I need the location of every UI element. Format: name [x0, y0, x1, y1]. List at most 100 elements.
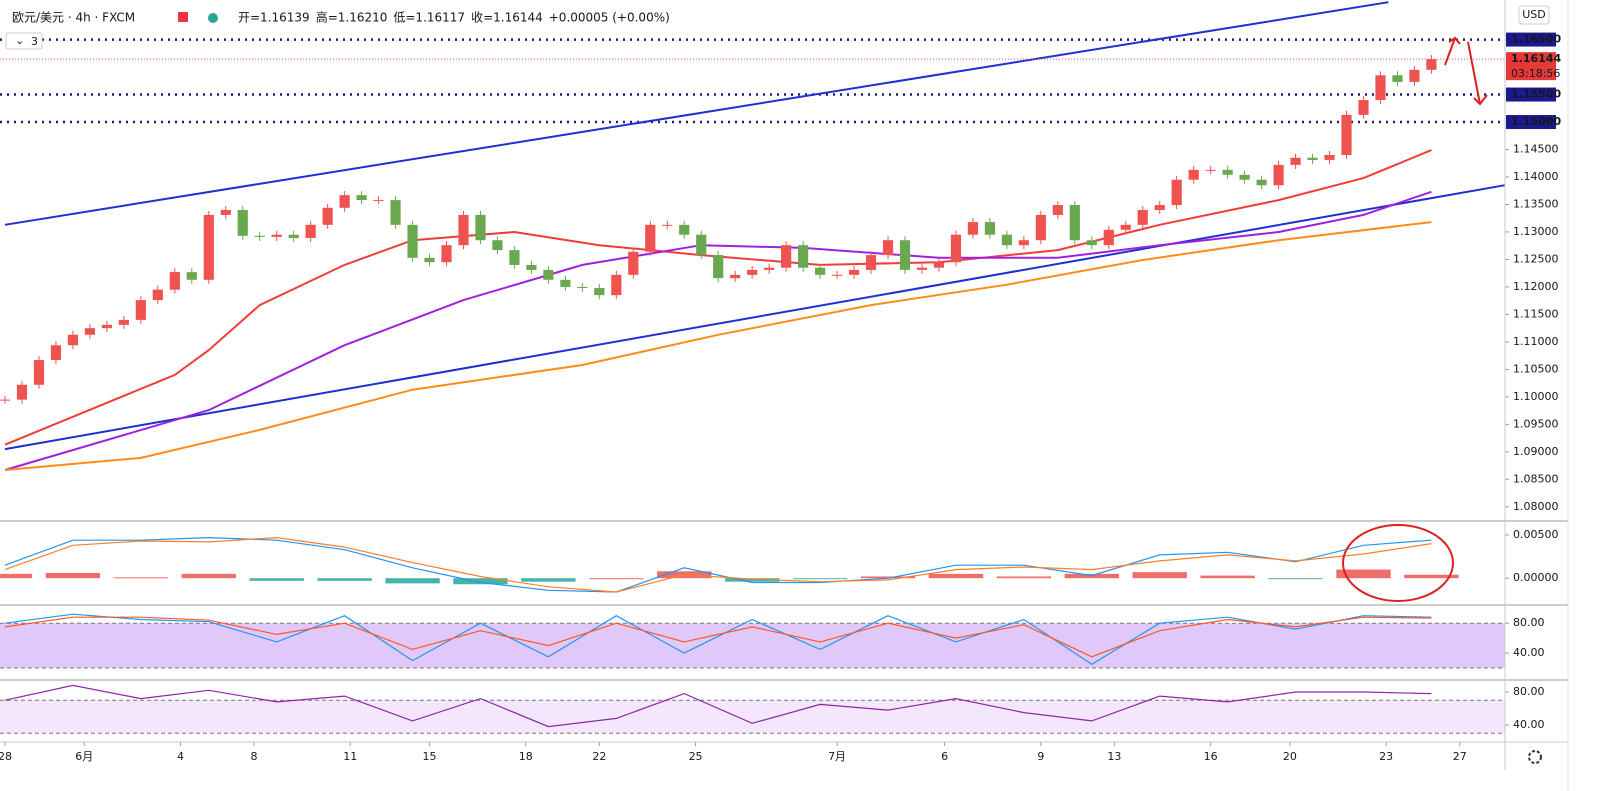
candle-body — [101, 324, 112, 329]
histogram-bar — [1132, 572, 1187, 579]
x-tick-label: 6 — [941, 750, 948, 763]
candle-body — [67, 334, 79, 346]
x-tick-label: 27 — [1453, 750, 1467, 763]
annotation-arrows — [1444, 36, 1488, 106]
candle-body — [1392, 75, 1403, 82]
y-tick-label: 1.12500 — [1513, 252, 1559, 265]
x-tick-label: 4 — [177, 750, 184, 763]
candle-body — [611, 274, 622, 296]
y-tick-label: 1.09000 — [1513, 445, 1559, 458]
trendline — [4, 184, 1506, 451]
candle-body — [865, 255, 877, 270]
y-tick-label: 1.09500 — [1513, 417, 1559, 430]
candle-body — [798, 245, 809, 268]
y-tick-label: 80.00 — [1513, 616, 1545, 629]
candle-body — [1086, 240, 1097, 246]
candle-body — [628, 251, 639, 275]
candle-body — [441, 245, 452, 263]
level-label: 1.16500 — [1511, 33, 1561, 46]
histogram-bar — [996, 576, 1052, 579]
candle-body — [747, 269, 758, 275]
candle-body — [288, 234, 299, 239]
candle-body — [186, 272, 197, 280]
candle-body — [203, 214, 214, 280]
x-tick-label: 20 — [1283, 750, 1297, 763]
moving-average — [4, 221, 1432, 471]
candle-body — [1222, 169, 1233, 175]
candle-body — [50, 345, 62, 361]
candle-body — [271, 234, 282, 237]
candle-body — [305, 224, 316, 239]
candle-body — [16, 384, 28, 400]
currency[interactable]: USD — [1522, 8, 1546, 21]
symbol-title[interactable]: 欧元/美元 · 4h · FXCM — [12, 11, 135, 25]
candle-body — [1273, 164, 1284, 186]
ohlc-value: +0.00005 (+0.00%) — [549, 11, 670, 25]
histogram-bar — [1336, 569, 1391, 579]
candle-body — [0, 399, 11, 401]
candle-body — [1171, 179, 1182, 206]
candle-body — [1307, 157, 1318, 160]
candle-body — [815, 267, 826, 275]
histogram-bar — [1268, 578, 1323, 580]
indicator-toggle[interactable] — [5, 32, 43, 50]
histogram-bar — [928, 573, 984, 579]
histogram-bar — [0, 573, 33, 579]
candle-body — [1426, 59, 1437, 70]
x-tick-label: 22 — [592, 750, 606, 763]
candle-body — [1290, 157, 1301, 165]
candle-body — [1137, 209, 1148, 225]
last-price-box — [1506, 52, 1556, 81]
histogram-bar — [1404, 574, 1459, 579]
candle-body — [492, 240, 503, 251]
level-label-box — [1506, 115, 1556, 130]
candle-body — [1120, 224, 1131, 230]
candle-body — [1018, 240, 1029, 246]
candle-body — [696, 234, 707, 256]
candle-body — [594, 288, 605, 296]
ohlc-value: 高=1.16210 — [316, 10, 388, 25]
last-price-label: 1.16144 — [1511, 52, 1561, 65]
candle-body — [848, 269, 860, 275]
y-tick-label: 1.11000 — [1513, 335, 1559, 348]
candle-body — [831, 274, 843, 276]
histogram-bar — [792, 578, 848, 580]
x-tick-label: 7月 — [828, 750, 846, 763]
currency-button[interactable] — [1518, 5, 1550, 25]
histogram-bar — [589, 578, 644, 580]
candle-body — [1103, 229, 1114, 246]
candle-body — [526, 264, 537, 270]
candle-body — [135, 300, 146, 320]
histogram-bar — [317, 578, 372, 581]
x-tick-label: 13 — [1107, 750, 1121, 763]
x-tick-label: 11 — [343, 750, 357, 763]
y-tick-label: 1.08500 — [1513, 472, 1559, 485]
y-tick-label: 1.12000 — [1513, 280, 1559, 293]
histogram-bar — [385, 578, 440, 584]
indicator-count: 3 — [31, 35, 38, 48]
candle-body — [1239, 174, 1250, 180]
x-tick-label: 23 — [1379, 750, 1393, 763]
level-label: 1.15500 — [1511, 88, 1561, 101]
histogram-bar — [45, 573, 101, 579]
y-tick-label: 1.08000 — [1513, 500, 1559, 513]
level-label-box — [1506, 32, 1556, 47]
flag-icon[interactable] — [178, 12, 188, 22]
ohlc-value: 开=1.16139 — [238, 11, 310, 25]
candle-body — [730, 274, 741, 279]
candle-body — [645, 224, 656, 252]
indicator-line — [4, 536, 1432, 593]
candle-body — [475, 214, 486, 241]
candle-body — [118, 319, 129, 325]
y-tick-label: 40.00 — [1513, 646, 1545, 659]
candle-body — [933, 262, 945, 268]
settings-icon[interactable] — [1528, 750, 1542, 764]
candle-body — [1035, 214, 1046, 241]
candle-body — [1001, 234, 1012, 246]
x-tick-label: 18 — [519, 750, 533, 763]
y-tick-label: 1.13000 — [1513, 225, 1559, 238]
candle-body — [254, 235, 265, 237]
histogram-bar — [181, 573, 236, 579]
histogram-bar — [249, 578, 304, 581]
candle-body — [509, 250, 520, 265]
